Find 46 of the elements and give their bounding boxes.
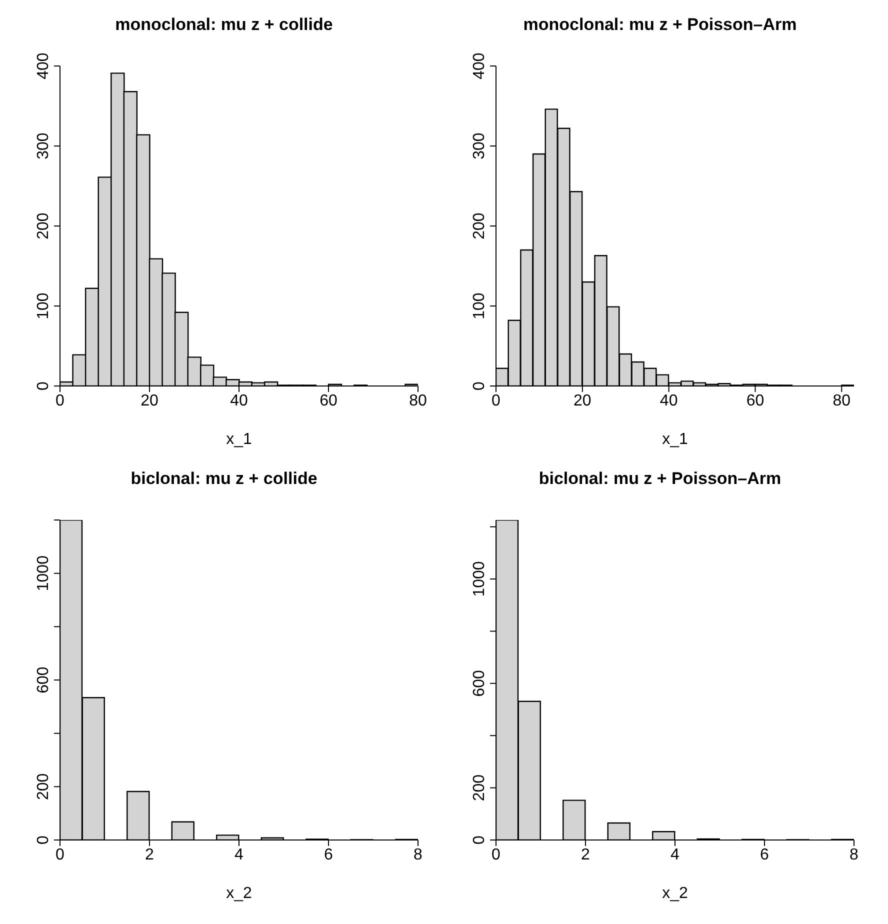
x-tick-label: 20 xyxy=(574,392,592,410)
x-tick-label: 6 xyxy=(760,846,770,864)
x-tick-label: 0 xyxy=(56,392,65,410)
x-tick-label: 60 xyxy=(320,392,338,410)
x-tick-label: 0 xyxy=(492,392,501,410)
y-tick-label: 600 xyxy=(35,666,52,694)
x-axis-title: x_2 xyxy=(662,885,688,902)
y-tick-label: 200 xyxy=(471,774,488,802)
y-tick-label: 200 xyxy=(471,212,488,240)
y-tick-label: 200 xyxy=(35,212,52,240)
y-tick-label: 100 xyxy=(35,292,52,320)
x-tick-label: 40 xyxy=(660,392,678,410)
y-tick-label: 300 xyxy=(471,132,488,160)
x-tick-label: 2 xyxy=(581,846,590,864)
x-axis-title: x_1 xyxy=(662,431,688,448)
x-tick-label: 0 xyxy=(492,846,501,864)
y-tick-label: 1000 xyxy=(35,555,52,592)
y-tick-label: 1000 xyxy=(471,561,488,597)
y-tick-label: 200 xyxy=(35,773,52,800)
x-tick-label: 0 xyxy=(56,846,65,864)
chart-title: biclonal: mu z + collide xyxy=(130,468,318,490)
y-tick-label: 0 xyxy=(471,381,488,390)
x-tick-label: 6 xyxy=(324,846,334,864)
x-tick-label: 8 xyxy=(414,846,423,864)
y-tick-label: 400 xyxy=(471,52,488,80)
x-tick-label: 80 xyxy=(409,392,427,410)
x-tick-label: 20 xyxy=(140,392,158,410)
x-tick-label: 2 xyxy=(145,846,154,864)
y-tick-label: 0 xyxy=(471,835,488,844)
x-axis-title: x_2 xyxy=(226,885,252,902)
x-tick-label: 60 xyxy=(746,392,764,410)
chart-title: biclonal: mu z + Poisson–Arm xyxy=(538,468,782,490)
x-tick-label: 4 xyxy=(234,846,244,864)
x-tick-label: 8 xyxy=(850,846,859,864)
y-tick-label: 100 xyxy=(471,292,488,320)
x-tick-label: 4 xyxy=(670,846,680,864)
y-tick-label: 300 xyxy=(35,132,52,160)
chart-title: monoclonal: mu z + Poisson–Arm xyxy=(522,14,798,36)
x-tick-label: 80 xyxy=(832,392,851,410)
x-tick-label: 40 xyxy=(230,392,248,410)
y-tick-label: 400 xyxy=(35,52,52,80)
chart-title: monoclonal: mu z + collide xyxy=(114,14,334,36)
x-axis-title: x_1 xyxy=(226,431,252,448)
y-tick-label: 0 xyxy=(35,381,52,390)
y-tick-label: 600 xyxy=(471,670,488,697)
y-tick-label: 0 xyxy=(35,835,52,844)
